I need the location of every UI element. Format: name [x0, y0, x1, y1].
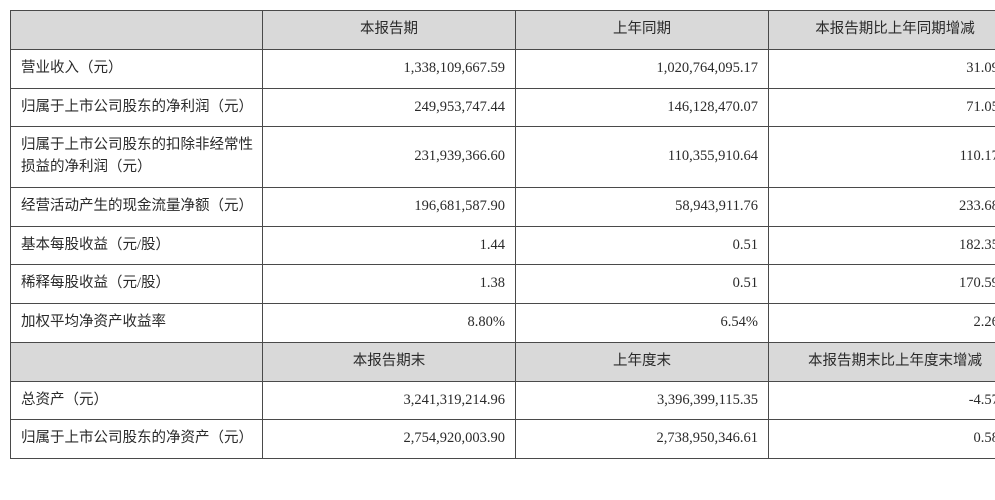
row-value: 71.05%	[769, 88, 995, 127]
row-value: 2,754,920,003.90	[263, 420, 516, 459]
row-label: 稀释每股收益（元/股）	[11, 265, 263, 304]
row-label: 营业收入（元）	[11, 49, 263, 88]
row-value: 8.80%	[263, 304, 516, 343]
table-row: 经营活动产生的现金流量净额（元） 196,681,587.90 58,943,9…	[11, 187, 995, 226]
financial-table: 本报告期 上年同期 本报告期比上年同期增减 营业收入（元） 1,338,109,…	[10, 10, 995, 459]
row-value: 0.51	[516, 226, 769, 265]
table-header-1: 本报告期 上年同期 本报告期比上年同期增减	[11, 11, 995, 50]
row-label: 归属于上市公司股东的净资产（元）	[11, 420, 263, 459]
header-blank	[11, 11, 263, 50]
row-value: 58,943,911.76	[516, 187, 769, 226]
row-label: 归属于上市公司股东的扣除非经常性损益的净利润（元）	[11, 127, 263, 188]
header-blank	[11, 342, 263, 381]
row-value: 0.58%	[769, 420, 995, 459]
row-value: 233.68%	[769, 187, 995, 226]
row-value: 3,396,399,115.35	[516, 381, 769, 420]
row-value: 110.17%	[769, 127, 995, 188]
row-label: 总资产（元）	[11, 381, 263, 420]
row-value: 170.59%	[769, 265, 995, 304]
row-value: 0.51	[516, 265, 769, 304]
table-row: 归属于上市公司股东的扣除非经常性损益的净利润（元） 231,939,366.60…	[11, 127, 995, 188]
header-col-1: 本报告期末	[263, 342, 516, 381]
header-col-3: 本报告期比上年同期增减	[769, 11, 995, 50]
row-value: 146,128,470.07	[516, 88, 769, 127]
row-value: 1.44	[263, 226, 516, 265]
row-value: 110,355,910.64	[516, 127, 769, 188]
row-value: 249,953,747.44	[263, 88, 516, 127]
table-row: 归属于上市公司股东的净利润（元） 249,953,747.44 146,128,…	[11, 88, 995, 127]
table-row: 稀释每股收益（元/股） 1.38 0.51 170.59%	[11, 265, 995, 304]
row-label: 归属于上市公司股东的净利润（元）	[11, 88, 263, 127]
header-col-2: 上年同期	[516, 11, 769, 50]
table-row: 归属于上市公司股东的净资产（元） 2,754,920,003.90 2,738,…	[11, 420, 995, 459]
row-value: 231,939,366.60	[263, 127, 516, 188]
table-row: 基本每股收益（元/股） 1.44 0.51 182.35%	[11, 226, 995, 265]
row-value: 2,738,950,346.61	[516, 420, 769, 459]
row-value: 3,241,319,214.96	[263, 381, 516, 420]
row-value: 6.54%	[516, 304, 769, 343]
header-col-3: 本报告期末比上年度末增减	[769, 342, 995, 381]
table-row: 总资产（元） 3,241,319,214.96 3,396,399,115.35…	[11, 381, 995, 420]
table-header-2: 本报告期末 上年度末 本报告期末比上年度末增减	[11, 342, 995, 381]
table-row: 加权平均净资产收益率 8.80% 6.54% 2.26%	[11, 304, 995, 343]
row-value: -4.57%	[769, 381, 995, 420]
header-col-1: 本报告期	[263, 11, 516, 50]
row-value: 1,338,109,667.59	[263, 49, 516, 88]
table-row: 营业收入（元） 1,338,109,667.59 1,020,764,095.1…	[11, 49, 995, 88]
row-label: 经营活动产生的现金流量净额（元）	[11, 187, 263, 226]
row-label: 加权平均净资产收益率	[11, 304, 263, 343]
row-value: 2.26%	[769, 304, 995, 343]
header-col-2: 上年度末	[516, 342, 769, 381]
row-value: 182.35%	[769, 226, 995, 265]
row-value: 1.38	[263, 265, 516, 304]
row-value: 31.09%	[769, 49, 995, 88]
row-value: 1,020,764,095.17	[516, 49, 769, 88]
row-label: 基本每股收益（元/股）	[11, 226, 263, 265]
row-value: 196,681,587.90	[263, 187, 516, 226]
